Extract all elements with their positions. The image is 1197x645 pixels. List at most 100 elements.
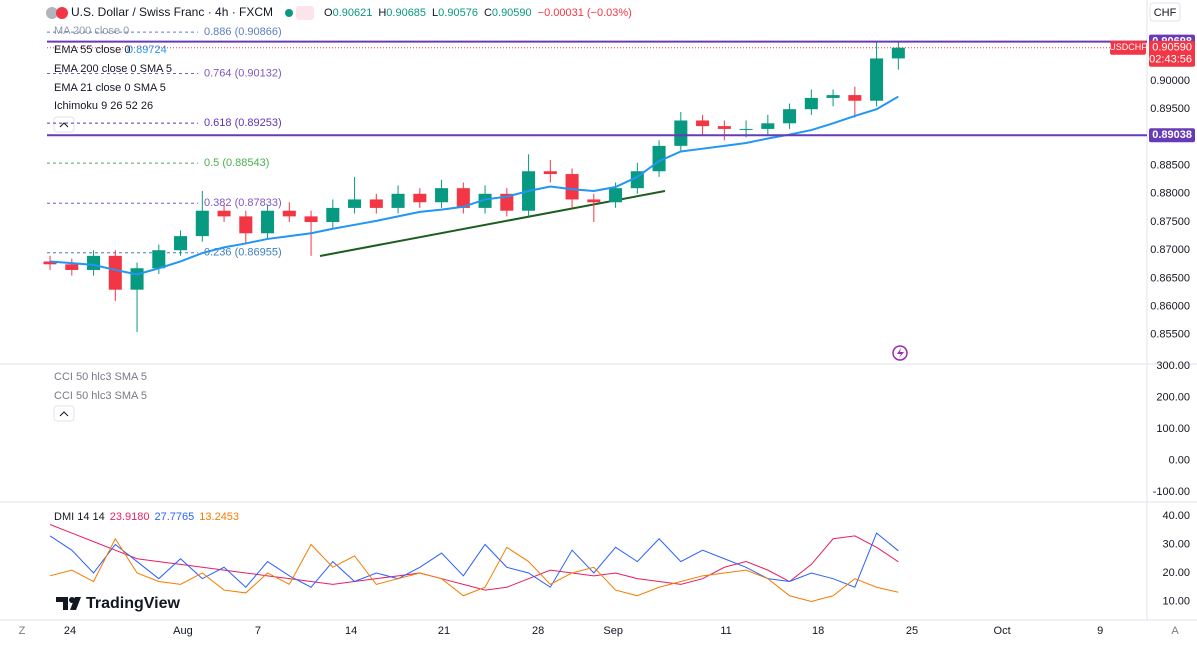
x-tick-label: Oct <box>994 625 1011 637</box>
x-tick-label: Sep <box>603 625 623 637</box>
candle-body <box>456 188 470 208</box>
currency-label[interactable]: CHF <box>1154 7 1177 19</box>
candle-body <box>326 207 340 223</box>
study-label: EMA 200 close 0 SMA 5 <box>54 63 172 75</box>
x-tick-label: 24 <box>64 625 76 637</box>
x-tick-label: 7 <box>255 625 261 637</box>
last-price-label: 0.90590 <box>1152 42 1192 54</box>
ohlc-value: 0.90590 <box>492 7 532 19</box>
candle-body <box>848 95 862 101</box>
candle-body <box>804 97 818 110</box>
candle-body <box>261 210 275 234</box>
candle-body <box>478 193 492 208</box>
symbol-badge-label: USDCHF <box>1109 42 1147 52</box>
ohlc-key: L <box>432 7 438 19</box>
x-tick-label: 11 <box>720 625 731 637</box>
legend-value: 13.2453 <box>199 511 239 523</box>
y-tick-label: 0.90000 <box>1150 75 1190 87</box>
fib-label: 0.382 (0.87833) <box>204 197 282 209</box>
candle-body <box>783 109 797 124</box>
trend-line[interactable] <box>319 190 666 257</box>
candle-body <box>282 210 296 217</box>
study-label: CCI 50 hlc3 SMA 5 <box>54 390 147 402</box>
candle-body <box>696 120 710 127</box>
study-label: EMA 55 close 0 <box>54 44 130 56</box>
collapse-button[interactable] <box>53 116 75 133</box>
fib-label: 0.618 (0.89253) <box>204 117 282 129</box>
candle-body <box>348 199 362 208</box>
x-tick-label: Aug <box>173 625 193 637</box>
candle-body <box>826 95 840 98</box>
candle-body <box>717 126 731 129</box>
y-tick-label: 0.87500 <box>1150 216 1190 228</box>
currency-button[interactable] <box>1149 2 1181 22</box>
fib-label: 0.764 (0.90132) <box>204 67 282 79</box>
candle-body <box>239 216 253 234</box>
status-badge[interactable] <box>296 6 314 20</box>
y-tick-label: 0.00 <box>1169 454 1190 466</box>
symbol-icon <box>56 7 68 19</box>
zoom-button[interactable]: Z <box>19 625 26 637</box>
candle-body <box>130 268 144 290</box>
study-label: EMA 21 close 0 SMA 5 <box>54 82 166 94</box>
study-value: 0.89724 <box>127 44 167 56</box>
collapse-icon <box>59 122 69 128</box>
collapse-button[interactable] <box>53 405 75 422</box>
alert-glyph <box>897 348 904 358</box>
fib-label: 0.236 (0.86955) <box>204 247 282 259</box>
logo-mark <box>69 597 75 603</box>
ohlc-key: H <box>378 7 386 19</box>
x-tick-label: 18 <box>812 625 824 637</box>
candle-body <box>108 255 122 290</box>
ohlc-value: 0.90576 <box>438 7 478 19</box>
y-tick-label: 0.89500 <box>1150 103 1190 115</box>
candle-body <box>65 264 79 270</box>
candle-body <box>152 250 166 269</box>
legend-value: 23.9180 <box>110 511 150 523</box>
indicator-line <box>49 537 899 602</box>
symbol-title: U.S. Dollar / Swiss Franc · 4h · FXCM <box>71 5 273 19</box>
ema-line <box>49 95 899 276</box>
symbol-badge <box>1110 40 1146 55</box>
candle-body <box>304 216 318 223</box>
x-tick-label: 9 <box>1097 625 1103 637</box>
candle-body <box>739 128 753 130</box>
y-tick-label: 20.00 <box>1162 567 1190 579</box>
y-tick-label: 300.00 <box>1156 360 1190 372</box>
y-tick-label: 200.00 <box>1156 391 1190 403</box>
candle-body <box>609 188 623 203</box>
study-label: MA 200 close 0 <box>54 25 129 37</box>
candle-body <box>174 236 188 251</box>
candle-body <box>195 210 209 237</box>
y-tick-label: 0.88000 <box>1150 188 1190 200</box>
y-tick-label: -100.00 <box>1153 486 1190 498</box>
x-tick-label: 25 <box>906 625 918 637</box>
market-status <box>285 9 293 17</box>
candle-body <box>652 145 666 172</box>
indicator-line <box>49 532 899 588</box>
ohlc-value: 0.90621 <box>333 7 373 19</box>
ohlc-key: C <box>484 7 492 19</box>
x-tick-label: 21 <box>438 625 450 637</box>
candle-body <box>391 193 405 208</box>
y-tick-label: 0.87000 <box>1150 244 1190 256</box>
y-tick-label: 10.00 <box>1162 595 1190 607</box>
candle-body <box>43 261 57 265</box>
candle-body <box>413 193 427 203</box>
candle-body <box>543 171 557 175</box>
last-price-badge <box>1149 40 1195 67</box>
candle-body <box>587 199 601 203</box>
ohlc-value: 0.90685 <box>386 7 426 19</box>
candle-body <box>87 255 101 270</box>
legend-value: 27.7765 <box>155 511 195 523</box>
auto-scale-button[interactable]: A <box>1171 625 1179 637</box>
y-tick-label: 0.86000 <box>1150 301 1190 313</box>
price-badge-label: 0.89038 <box>1152 129 1192 141</box>
price-badge <box>1149 128 1195 143</box>
price-change: −0.00031 (−0.03%) <box>538 7 632 19</box>
candle-body <box>369 199 383 208</box>
y-tick-label: 30.00 <box>1162 538 1190 550</box>
candle-body <box>217 210 231 217</box>
candle-body <box>565 174 579 200</box>
